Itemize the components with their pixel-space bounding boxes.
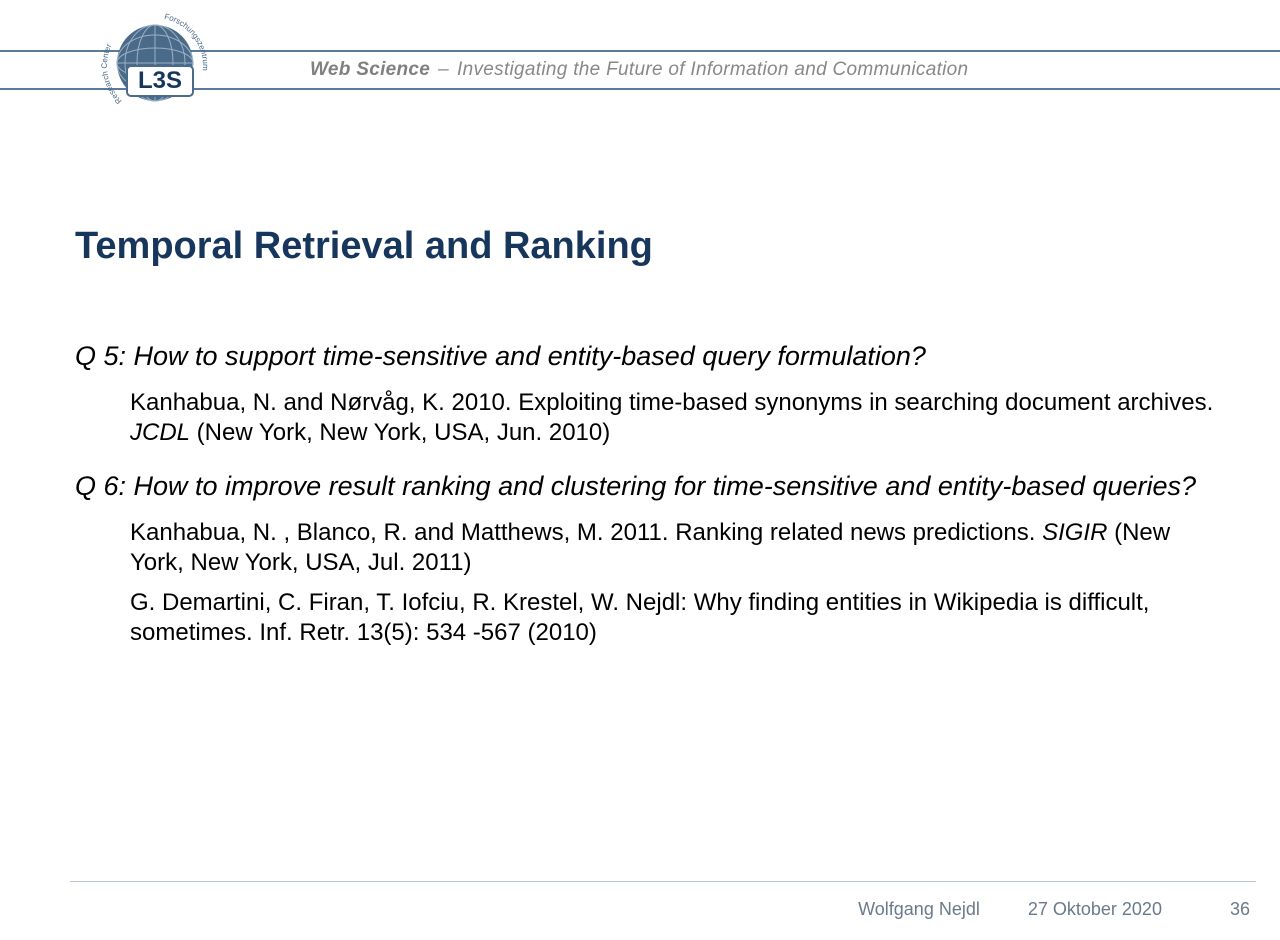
- footer-divider: [70, 881, 1256, 882]
- ref-venue: JCDL: [130, 419, 190, 446]
- tagline-rest: Investigating the Future of Information …: [457, 59, 968, 81]
- footer-author: Wolfgang Nejdl: [858, 899, 980, 920]
- ref-venue: SIGIR: [1042, 519, 1107, 546]
- ref-tail: (New York, New York, USA, Jun. 2010): [190, 419, 610, 446]
- logo-text: L3S: [138, 67, 182, 94]
- tagline-bold: Web Science: [310, 59, 430, 81]
- slide-body: Q 5: How to support time-sensitive and e…: [75, 340, 1220, 658]
- question-5: Q 5: How to support time-sensitive and e…: [75, 340, 1220, 374]
- l3s-logo: Forschungszentrum Research Center L3S: [90, 8, 220, 118]
- tagline-dash: –: [438, 59, 449, 81]
- ref-text: Kanhabua, N. and Nørvåg, K. 2010. Exploi…: [130, 389, 1213, 416]
- slide-title: Temporal Retrieval and Ranking: [75, 225, 653, 268]
- ref-text: G. Demartini, C. Firan, T. Iofciu, R. Kr…: [130, 589, 1149, 646]
- q6-ref-1: Kanhabua, N. , Blanco, R. and Matthews, …: [130, 518, 1220, 578]
- q6-ref-2: G. Demartini, C. Firan, T. Iofciu, R. Kr…: [130, 588, 1220, 648]
- ref-text: Kanhabua, N. , Blanco, R. and Matthews, …: [130, 519, 1042, 546]
- q5-ref-1: Kanhabua, N. and Nørvåg, K. 2010. Exploi…: [130, 388, 1220, 448]
- footer-date: 27 Oktober 2020: [1028, 899, 1162, 920]
- footer: Wolfgang Nejdl 27 Oktober 2020 36: [858, 899, 1250, 920]
- slide: Web Science – Investigating the Future o…: [0, 0, 1280, 940]
- question-6: Q 6: How to improve result ranking and c…: [75, 470, 1220, 504]
- footer-page: 36: [1230, 899, 1250, 920]
